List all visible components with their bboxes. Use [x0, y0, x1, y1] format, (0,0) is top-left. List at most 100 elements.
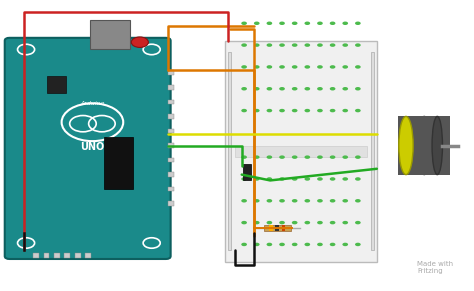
Ellipse shape: [419, 116, 429, 175]
Circle shape: [266, 155, 272, 159]
Circle shape: [317, 87, 323, 91]
Circle shape: [279, 155, 285, 159]
Bar: [168, 187, 174, 191]
Circle shape: [254, 221, 260, 224]
Circle shape: [342, 243, 348, 246]
Circle shape: [330, 22, 336, 25]
Circle shape: [254, 109, 260, 112]
Circle shape: [317, 65, 323, 69]
FancyBboxPatch shape: [5, 38, 171, 259]
Circle shape: [279, 22, 285, 25]
Circle shape: [241, 87, 247, 91]
Circle shape: [342, 199, 348, 203]
Bar: [104, 137, 133, 189]
Circle shape: [254, 155, 260, 159]
Circle shape: [317, 109, 323, 112]
Circle shape: [355, 243, 361, 246]
Bar: [44, 253, 49, 258]
Bar: [168, 85, 174, 90]
Circle shape: [241, 43, 247, 47]
Circle shape: [317, 199, 323, 203]
Circle shape: [241, 109, 247, 112]
Circle shape: [330, 221, 336, 224]
Circle shape: [292, 109, 298, 112]
Bar: [33, 253, 39, 258]
Circle shape: [292, 87, 298, 91]
Circle shape: [266, 221, 272, 224]
Bar: [282, 225, 285, 231]
Bar: [75, 253, 81, 258]
Circle shape: [131, 37, 148, 47]
Circle shape: [304, 87, 310, 91]
Circle shape: [355, 87, 361, 91]
Circle shape: [241, 199, 247, 203]
Ellipse shape: [399, 116, 413, 175]
Circle shape: [304, 43, 310, 47]
Circle shape: [355, 109, 361, 112]
Circle shape: [304, 177, 310, 181]
Circle shape: [292, 43, 298, 47]
Circle shape: [254, 243, 260, 246]
Circle shape: [18, 238, 35, 248]
Bar: [54, 253, 60, 258]
Bar: [225, 41, 377, 262]
Circle shape: [317, 155, 323, 159]
Text: Arduino: Arduino: [80, 101, 105, 106]
Bar: [398, 116, 450, 175]
Bar: [371, 52, 374, 250]
Circle shape: [18, 44, 35, 55]
Circle shape: [330, 243, 336, 246]
Bar: [90, 20, 130, 49]
Circle shape: [330, 65, 336, 69]
Circle shape: [342, 109, 348, 112]
Circle shape: [355, 22, 361, 25]
Circle shape: [292, 22, 298, 25]
Circle shape: [266, 43, 272, 47]
Text: UNO: UNO: [80, 142, 105, 152]
Circle shape: [266, 109, 272, 112]
Circle shape: [342, 43, 348, 47]
Circle shape: [304, 155, 310, 159]
Bar: [168, 129, 174, 133]
Circle shape: [292, 65, 298, 69]
Circle shape: [304, 109, 310, 112]
Bar: [168, 70, 174, 75]
Circle shape: [266, 199, 272, 203]
Circle shape: [342, 221, 348, 224]
Bar: [168, 100, 174, 104]
Bar: [228, 52, 231, 250]
Circle shape: [279, 109, 285, 112]
Circle shape: [355, 221, 361, 224]
Circle shape: [317, 177, 323, 181]
Circle shape: [254, 87, 260, 91]
Circle shape: [317, 43, 323, 47]
Circle shape: [330, 43, 336, 47]
Circle shape: [355, 43, 361, 47]
Circle shape: [304, 243, 310, 246]
Ellipse shape: [432, 116, 443, 175]
Circle shape: [279, 65, 285, 69]
Circle shape: [254, 43, 260, 47]
Circle shape: [342, 65, 348, 69]
Circle shape: [279, 43, 285, 47]
Circle shape: [317, 22, 323, 25]
Circle shape: [355, 155, 361, 159]
Circle shape: [266, 22, 272, 25]
Circle shape: [279, 243, 285, 246]
Circle shape: [330, 199, 336, 203]
Circle shape: [254, 22, 260, 25]
Circle shape: [342, 177, 348, 181]
Bar: [168, 201, 174, 206]
Circle shape: [241, 243, 247, 246]
Circle shape: [330, 109, 336, 112]
Circle shape: [241, 65, 247, 69]
Circle shape: [266, 87, 272, 91]
Circle shape: [304, 22, 310, 25]
Circle shape: [330, 87, 336, 91]
Circle shape: [317, 221, 323, 224]
Circle shape: [292, 177, 298, 181]
Circle shape: [330, 177, 336, 181]
Circle shape: [292, 199, 298, 203]
Bar: [168, 114, 174, 119]
Bar: [168, 158, 174, 162]
